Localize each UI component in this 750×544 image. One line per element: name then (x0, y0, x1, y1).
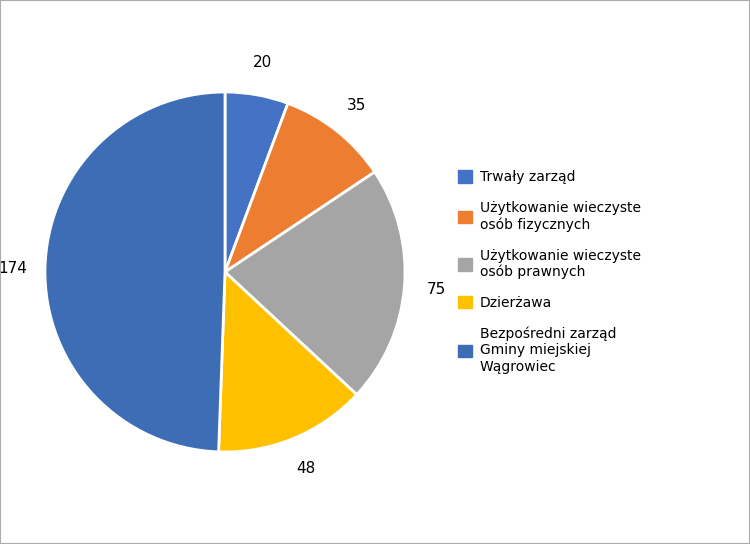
Wedge shape (225, 92, 288, 272)
Legend: Trwały zarząd, Użytkowanie wieczyste
osób fizycznych, Użytkowanie wieczyste
osób: Trwały zarząd, Użytkowanie wieczyste osó… (458, 170, 641, 374)
Wedge shape (218, 272, 357, 452)
Text: 174: 174 (0, 261, 27, 276)
Wedge shape (225, 172, 405, 394)
Wedge shape (45, 92, 225, 452)
Text: 75: 75 (427, 282, 446, 296)
Text: 48: 48 (297, 461, 316, 476)
Text: 35: 35 (347, 98, 367, 113)
Wedge shape (225, 103, 375, 272)
Text: 20: 20 (253, 55, 272, 71)
